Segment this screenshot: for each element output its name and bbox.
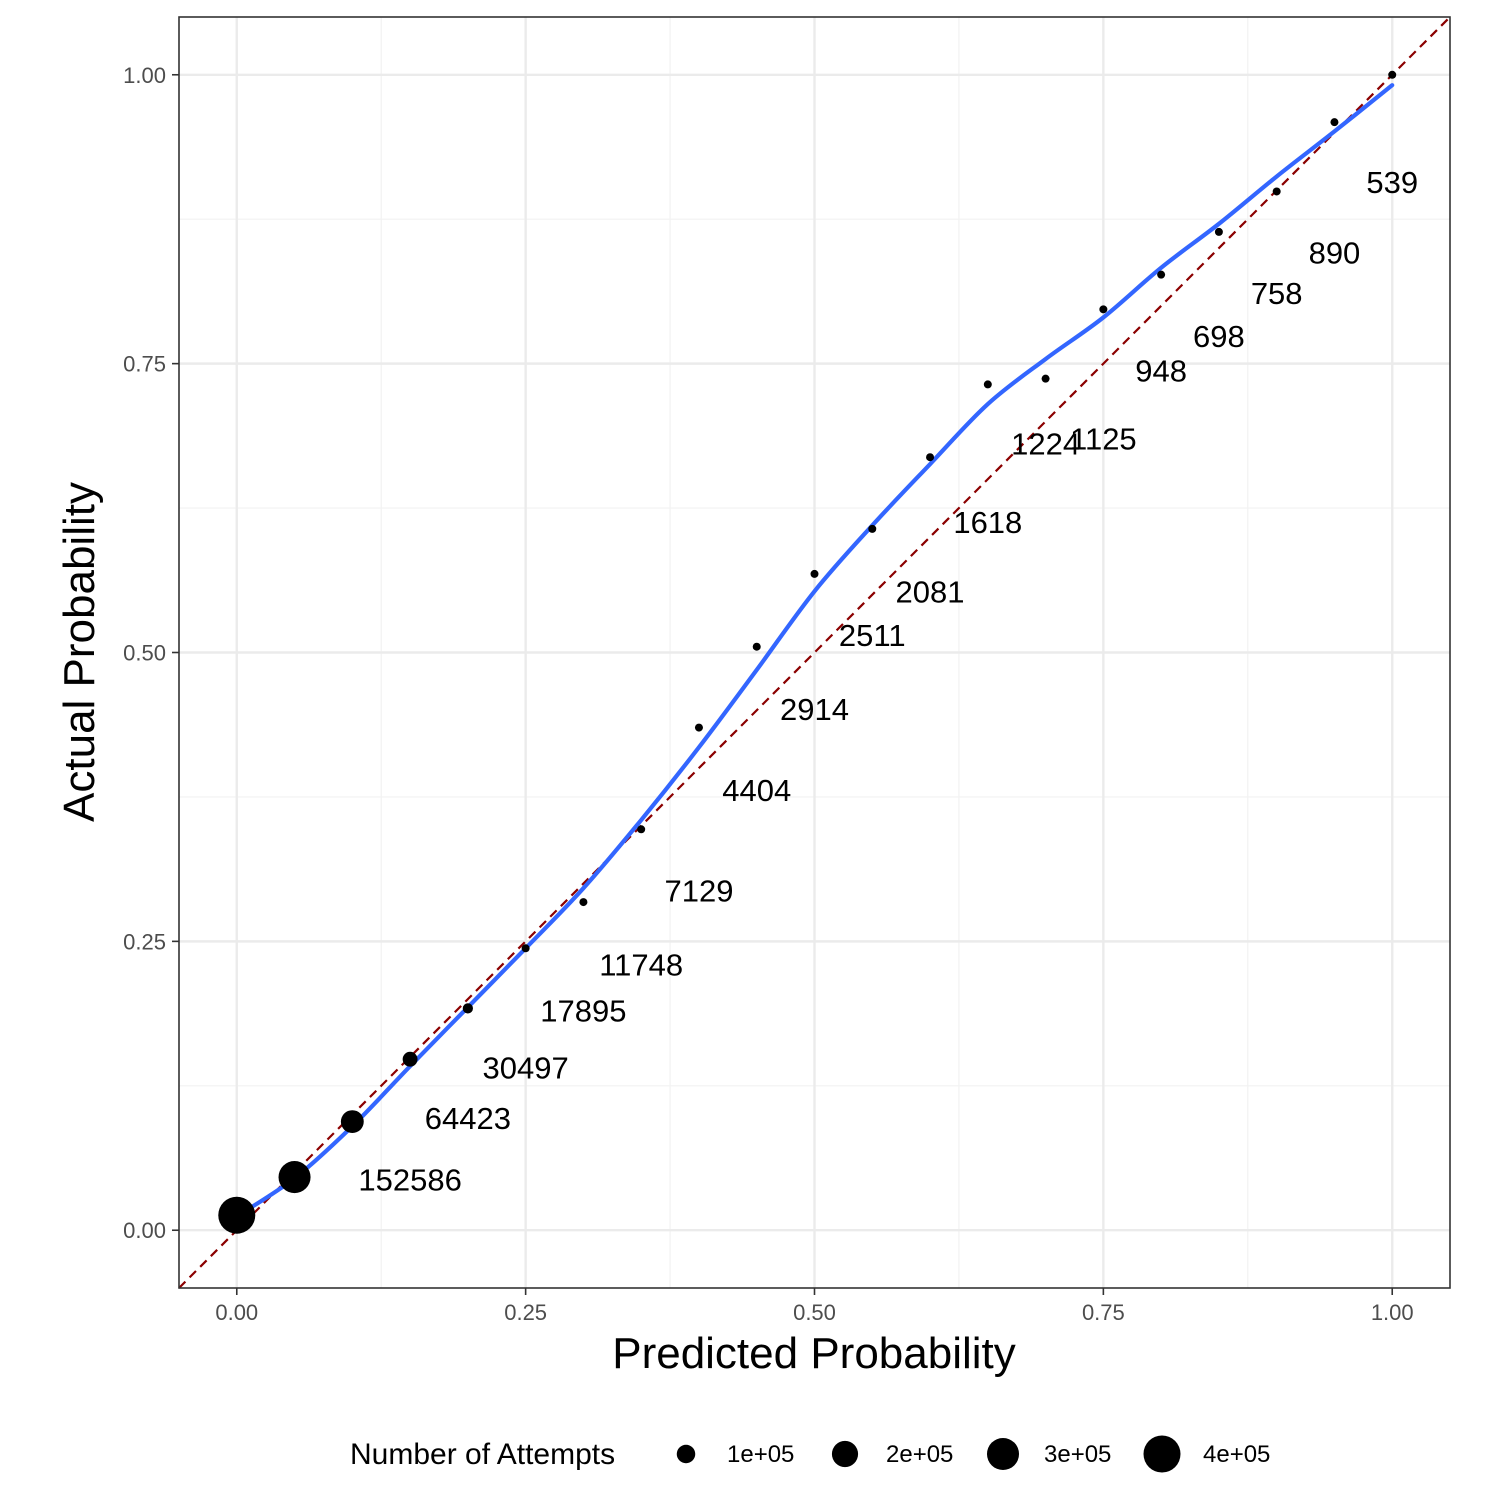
- data-point: [402, 1051, 418, 1067]
- x-tick-label: 0.00: [215, 1300, 258, 1325]
- data-point: [1099, 305, 1108, 314]
- point-label: 698: [1193, 319, 1245, 354]
- point-label: 17895: [540, 994, 626, 1029]
- point-label: 2081: [896, 574, 965, 609]
- points-layer: [218, 70, 1397, 1234]
- point-label: 152586: [358, 1162, 461, 1197]
- data-point: [1388, 70, 1397, 79]
- size-legend: Number of Attempts 1e+05 2e+05 3e+05 4e+05: [350, 1435, 1270, 1473]
- legend-key: [831, 1440, 859, 1468]
- data-point: [1041, 374, 1050, 383]
- point-label: 1125: [1070, 422, 1137, 457]
- data-point: [694, 723, 703, 732]
- point-label: 539: [1366, 165, 1418, 200]
- x-axis-title: Predicted Probability: [612, 1329, 1016, 1378]
- y-tick-label: 1.00: [123, 63, 166, 88]
- legend-label: 2e+05: [886, 1441, 953, 1468]
- major-gridlines: [179, 17, 1450, 1288]
- data-point: [1330, 118, 1339, 127]
- point-label: 2914: [780, 692, 849, 727]
- data-point: [1157, 270, 1166, 279]
- point-label: 64423: [425, 1101, 511, 1136]
- data-point: [579, 898, 588, 907]
- legend-title: Number of Attempts: [350, 1438, 615, 1471]
- data-point: [462, 1003, 473, 1014]
- point-label: 1618: [953, 505, 1022, 540]
- data-point: [1214, 227, 1223, 236]
- data-point: [278, 1161, 311, 1194]
- legend-label: 4e+05: [1203, 1441, 1270, 1468]
- legend-key: [1143, 1435, 1181, 1473]
- data-point: [1272, 187, 1281, 196]
- smooth-line-layer: [234, 83, 1395, 1219]
- x-axis-ticks: 0.00 0.25 0.50 0.75 1.00: [215, 1288, 1414, 1325]
- point-label: 30497: [483, 1050, 569, 1085]
- y-tick-label: 0.50: [123, 641, 166, 666]
- point-label: 1224: [1011, 426, 1080, 461]
- legend-label: 3e+05: [1044, 1441, 1111, 1468]
- data-point: [340, 1110, 364, 1134]
- data-point: [868, 524, 877, 533]
- data-point: [752, 642, 761, 651]
- y-axis-ticks: 0.00 0.25 0.50 0.75 1.00: [123, 63, 179, 1243]
- y-tick-label: 0.75: [123, 352, 166, 377]
- data-point: [926, 453, 935, 462]
- point-label: 2511: [839, 618, 906, 653]
- data-point: [218, 1196, 256, 1234]
- y-tick-label: 0.25: [123, 929, 166, 954]
- data-point: [983, 380, 992, 389]
- data-point: [637, 825, 646, 834]
- smooth-line: [234, 83, 1395, 1219]
- data-point: [810, 569, 819, 578]
- point-label: 758: [1251, 276, 1303, 311]
- point-label: 948: [1135, 354, 1187, 389]
- legend-label: 1e+05: [727, 1441, 794, 1468]
- legend-key: [986, 1437, 1020, 1471]
- x-tick-label: 0.75: [1082, 1300, 1125, 1325]
- y-axis-title: Actual Probability: [55, 482, 104, 822]
- data-point: [521, 944, 530, 953]
- x-tick-label: 1.00: [1371, 1300, 1414, 1325]
- point-label: 7129: [664, 874, 733, 909]
- point-labels-layer: 152586 64423 30497 17895 11748 7129 4404 2914 25…: [358, 165, 1418, 1197]
- x-tick-label: 0.25: [504, 1300, 547, 1325]
- point-label: 11748: [599, 947, 683, 982]
- x-tick-label: 0.50: [793, 1300, 836, 1325]
- legend-key: [676, 1444, 696, 1464]
- legend-items: 1e+05 2e+05 3e+05 4e+05: [676, 1435, 1270, 1473]
- y-tick-label: 0.00: [123, 1218, 166, 1243]
- point-label: 890: [1309, 236, 1361, 271]
- point-label: 4404: [722, 773, 791, 808]
